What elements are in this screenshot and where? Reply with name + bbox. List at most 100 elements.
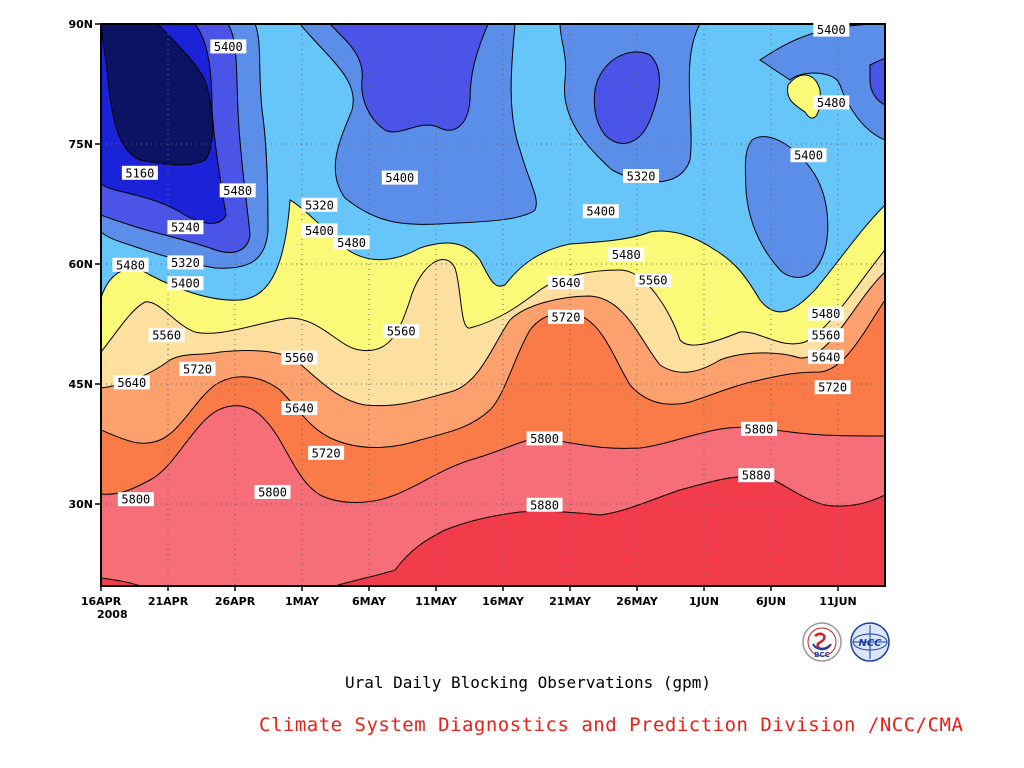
contour-label: 5400 bbox=[210, 39, 247, 54]
x-tick-label: 6MAY bbox=[352, 595, 387, 608]
contour-chart: 5400 5400 5480 5400 5160 5480 5400 5320 5320 5400… bbox=[68, 18, 886, 621]
contour-labels: 5400 5400 5480 5400 5160 5480 5400 5320 5320 5400… bbox=[112, 22, 851, 512]
fill-band-5320-5400-d bbox=[759, 24, 885, 141]
fill-band-below-5160 bbox=[101, 24, 213, 166]
contour-label: 5560 bbox=[383, 324, 420, 339]
contour-label: 5480 bbox=[219, 183, 256, 198]
svg-text:5400: 5400 bbox=[586, 205, 615, 219]
bcc-logo-text: BCC bbox=[814, 651, 830, 659]
svg-text:5480: 5480 bbox=[811, 307, 840, 321]
svg-text:5800: 5800 bbox=[258, 486, 287, 500]
x-tick-label: 21MAY bbox=[549, 595, 592, 608]
svg-text:5160: 5160 bbox=[125, 166, 154, 180]
contour-label: 5560 bbox=[281, 350, 318, 365]
svg-text:5880: 5880 bbox=[530, 498, 559, 512]
x-tick-label: 11JUN bbox=[819, 595, 857, 608]
contour-label: 5800 bbox=[117, 492, 154, 507]
plot-frame bbox=[100, 23, 886, 587]
grid-lines bbox=[101, 24, 885, 586]
y-tick-label: 60N bbox=[68, 258, 93, 271]
svg-text:5800: 5800 bbox=[121, 493, 150, 507]
contour-label: 5720 bbox=[308, 445, 345, 460]
contour-label: 5800 bbox=[254, 485, 291, 500]
contour-label: 5400 bbox=[381, 170, 418, 185]
contour-label: 5400 bbox=[813, 22, 850, 37]
contour-label: 5560 bbox=[148, 328, 185, 343]
svg-text:5320: 5320 bbox=[627, 170, 656, 184]
x-tick-label: 1MAY bbox=[285, 595, 320, 608]
x-axis: 16APR 21APR 26APR 1MAY 6MAY 11MAY 16MAY 21MAY 26… bbox=[81, 586, 857, 621]
x-year-label: 2008 bbox=[97, 608, 128, 621]
y-tick-label: 45N bbox=[68, 378, 93, 391]
svg-text:5560: 5560 bbox=[811, 329, 840, 343]
contour-label: 5320 bbox=[167, 255, 204, 270]
svg-text:5480: 5480 bbox=[223, 184, 252, 198]
svg-text:5800: 5800 bbox=[744, 422, 773, 436]
svg-text:5720: 5720 bbox=[183, 362, 212, 376]
contour-label: 5720 bbox=[547, 309, 584, 324]
svg-text:5640: 5640 bbox=[117, 376, 146, 390]
contour-label: 5560 bbox=[807, 328, 844, 343]
y-tick-label: 90N bbox=[68, 18, 93, 31]
x-tick-label: 16MAY bbox=[482, 595, 525, 608]
svg-text:5400: 5400 bbox=[214, 40, 243, 54]
contour-label: 5160 bbox=[121, 165, 158, 180]
x-tick-label: 11MAY bbox=[415, 595, 458, 608]
svg-text:5640: 5640 bbox=[285, 402, 314, 416]
svg-text:5560: 5560 bbox=[387, 325, 416, 339]
credit-line: Climate System Diagnostics and Predictio… bbox=[259, 714, 964, 736]
svg-text:5560: 5560 bbox=[152, 329, 181, 343]
fill-band-5320-5400-e bbox=[744, 136, 829, 278]
contour-label: 5640 bbox=[547, 275, 584, 290]
bcc-logo: BCC bbox=[802, 622, 842, 662]
svg-text:5480: 5480 bbox=[337, 236, 366, 250]
svg-text:5720: 5720 bbox=[312, 446, 341, 460]
contour-label: 5480 bbox=[333, 235, 370, 250]
ncc-logo-text: NCC bbox=[858, 638, 882, 649]
svg-text:5320: 5320 bbox=[171, 256, 200, 270]
contour-label: 5240 bbox=[167, 220, 204, 235]
contour-label: 5320 bbox=[301, 197, 338, 212]
contour-label: 5880 bbox=[526, 497, 563, 512]
svg-text:5640: 5640 bbox=[552, 276, 581, 290]
svg-text:5400: 5400 bbox=[817, 23, 846, 37]
svg-text:5400: 5400 bbox=[385, 171, 414, 185]
contour-label: 5640 bbox=[807, 349, 844, 364]
contour-label: 5480 bbox=[807, 306, 844, 321]
chart-title: Ural Daily Blocking Observations (gpm) bbox=[345, 673, 712, 692]
x-tick-label: 21APR bbox=[148, 595, 189, 608]
x-tick-label: 16APR bbox=[81, 595, 122, 608]
x-tick-label: 26APR bbox=[215, 595, 256, 608]
x-tick-label: 6JUN bbox=[756, 595, 786, 608]
svg-text:5800: 5800 bbox=[530, 432, 559, 446]
svg-text:5320: 5320 bbox=[305, 198, 334, 212]
contour-label: 5480 bbox=[112, 257, 149, 272]
y-tick-label: 75N bbox=[68, 138, 93, 151]
contour-label: 5640 bbox=[281, 401, 318, 416]
fill-band-5240-5320-c bbox=[593, 51, 660, 144]
ncc-logo: NCC bbox=[850, 622, 890, 662]
svg-text:5480: 5480 bbox=[116, 258, 145, 272]
contour-fills bbox=[101, 24, 885, 586]
y-tick-label: 30N bbox=[68, 498, 93, 511]
svg-text:5480: 5480 bbox=[817, 96, 846, 110]
contour-label: 5800 bbox=[526, 431, 563, 446]
svg-text:5240: 5240 bbox=[171, 221, 200, 235]
fill-band-above-5880-b bbox=[101, 577, 141, 586]
contour-label: 5400 bbox=[167, 276, 204, 291]
svg-text:5400: 5400 bbox=[171, 277, 200, 291]
contour-label: 5880 bbox=[738, 468, 775, 483]
contour-label: 5400 bbox=[582, 204, 619, 219]
fill-band-5480-5560-b bbox=[786, 74, 821, 119]
svg-text:5480: 5480 bbox=[612, 248, 641, 262]
contour-label: 5800 bbox=[740, 421, 777, 436]
svg-text:5560: 5560 bbox=[639, 274, 668, 288]
svg-text:5400: 5400 bbox=[794, 149, 823, 163]
contour-label: 5560 bbox=[635, 273, 672, 288]
fill-band-above-5880 bbox=[334, 475, 885, 586]
svg-text:5880: 5880 bbox=[742, 469, 771, 483]
contour-label: 5400 bbox=[790, 148, 827, 163]
contour-label: 5320 bbox=[623, 169, 660, 184]
svg-text:5720: 5720 bbox=[552, 310, 581, 324]
svg-text:5640: 5640 bbox=[811, 350, 840, 364]
